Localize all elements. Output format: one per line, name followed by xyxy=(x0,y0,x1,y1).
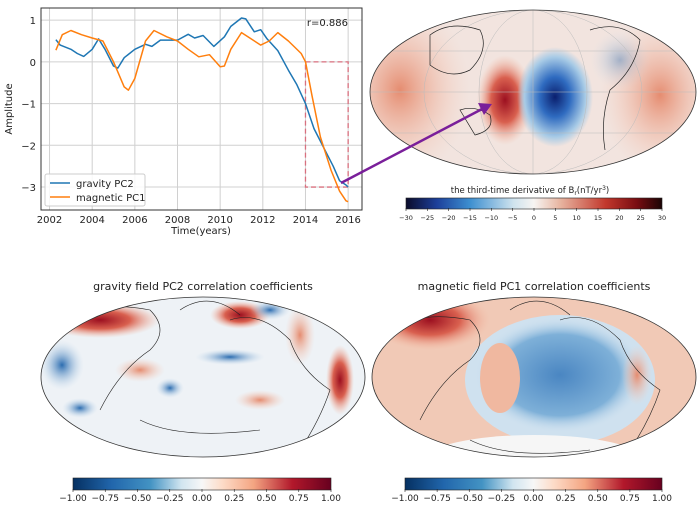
colorbar-magnetic xyxy=(404,477,663,491)
x-tick-label: 2010 xyxy=(207,215,232,226)
plot-frame xyxy=(40,7,363,211)
colorbar-tick-label: −0.75 xyxy=(423,494,451,504)
x-tick-label: 2012 xyxy=(250,215,275,226)
y-axis-label: Amplitude xyxy=(4,83,15,134)
highlight-box xyxy=(304,61,349,188)
colorbar-tick-label: 5 xyxy=(553,214,557,222)
legend-label-gravity: gravity PC2 xyxy=(76,179,134,190)
colorbar-tick-label: 0.75 xyxy=(620,494,640,504)
legend-label-magnetic: magnetic PC1 xyxy=(76,193,145,204)
colorbar-tick-label: −0.25 xyxy=(156,494,184,504)
colorbar-tick-label: 0.75 xyxy=(289,494,309,504)
colorbar-tick-label: −25 xyxy=(420,214,434,222)
colorbar-tick-label: −15 xyxy=(463,214,477,222)
colorbar-tick-label: 0.50 xyxy=(256,494,276,504)
colorbar-tick-label: −0.25 xyxy=(488,494,516,504)
colorbar-tick-label: 0.00 xyxy=(523,494,543,504)
colorbar-ticks-top: −30 −25 −20 −15 −10 −5 0 5 10 15 20 25 30 xyxy=(399,208,666,222)
x-tick-label: 2006 xyxy=(122,215,147,226)
third-derivative-map: the third-time derivative of Br(nT/yr3) … xyxy=(369,9,697,222)
colorbar-tick-label: −5 xyxy=(508,214,518,222)
correlation-annotation: r=0.886 xyxy=(307,18,348,29)
x-tick-label: 2016 xyxy=(335,215,360,226)
magnetic-correlation-map: magnetic field PC1 correlation coefficie… xyxy=(371,280,697,504)
colorbar-tick-label: −20 xyxy=(442,214,456,222)
colorbar-tick-label: 0.00 xyxy=(192,494,212,504)
x-tick-label: 2002 xyxy=(37,215,62,226)
colorbar-tick-label: 1.00 xyxy=(321,494,341,504)
colorbar-top xyxy=(405,197,663,210)
colorbar-tick-label: 0.50 xyxy=(588,494,608,504)
colorbar-tick-label: −1.00 xyxy=(391,494,419,504)
colorbar-tick-label: 0.25 xyxy=(224,494,244,504)
colorbar-tick-label: 0 xyxy=(532,214,536,222)
colorbar-tick-label: 10 xyxy=(573,214,581,222)
colorbar-tick-label: 30 xyxy=(658,214,666,222)
colorbar-ticks-magnetic: −1.00 −0.75 −0.50 −0.25 0.00 0.25 0.50 0.75 1.00 xyxy=(391,489,672,504)
x-axis-label: Time(years) xyxy=(170,226,231,237)
colorbar-ticks-gravity: −1.00 −0.75 −0.50 −0.25 0.00 0.25 0.50 0.75 1.00 xyxy=(59,489,341,504)
time-series-chart: 2002 2004 2006 2008 2010 2012 2014 2016 1 0 −1 −2 −3… xyxy=(4,7,363,237)
y-tick-label: −2 xyxy=(21,141,36,152)
colorbar-tick-label: 0.25 xyxy=(556,494,576,504)
colorbar-tick-label: 1.00 xyxy=(652,494,672,504)
arrow xyxy=(340,103,492,185)
x-tick-label: 2014 xyxy=(293,215,318,226)
colorbar-tick-label: 20 xyxy=(615,214,623,222)
y-tick-label: −1 xyxy=(21,100,36,111)
colorbar-gravity xyxy=(72,477,332,491)
colorbar-tick-label: 25 xyxy=(637,214,645,222)
legend: gravity PC2 magnetic PC1 xyxy=(44,173,146,207)
colorbar-tick-label: −0.75 xyxy=(91,494,119,504)
colorbar-tick-label: 15 xyxy=(594,214,602,222)
colorbar-tick-label: −30 xyxy=(399,214,413,222)
x-tick-label: 2004 xyxy=(79,215,104,226)
colorbar-tick-label: −0.50 xyxy=(124,494,152,504)
series-lines xyxy=(55,17,349,203)
axis-ticks: 2002 2004 2006 2008 2010 2012 2014 2016 1 0 −1 −2 −3 xyxy=(21,16,361,226)
gravity-correlation-map: gravity field PC2 correlation coefficien… xyxy=(40,280,366,504)
colorbar-tick-label: −1.00 xyxy=(59,494,87,504)
y-tick-label: −3 xyxy=(21,183,36,194)
colorbar-tick-label: −0.50 xyxy=(455,494,483,504)
x-tick-label: 2008 xyxy=(165,215,190,226)
colorbar-label-top: the third-time derivative of Br(nT/yr3) xyxy=(451,185,609,197)
magnetic-map-title: magnetic field PC1 correlation coefficie… xyxy=(418,280,651,293)
gravity-map-title: gravity field PC2 correlation coefficien… xyxy=(93,280,313,293)
colorbar-tick-label: −10 xyxy=(484,214,498,222)
series-line-gravity xyxy=(55,17,349,188)
series-line-magnetic xyxy=(55,29,349,203)
y-tick-label: 0 xyxy=(30,58,36,69)
y-tick-label: 1 xyxy=(30,16,36,27)
